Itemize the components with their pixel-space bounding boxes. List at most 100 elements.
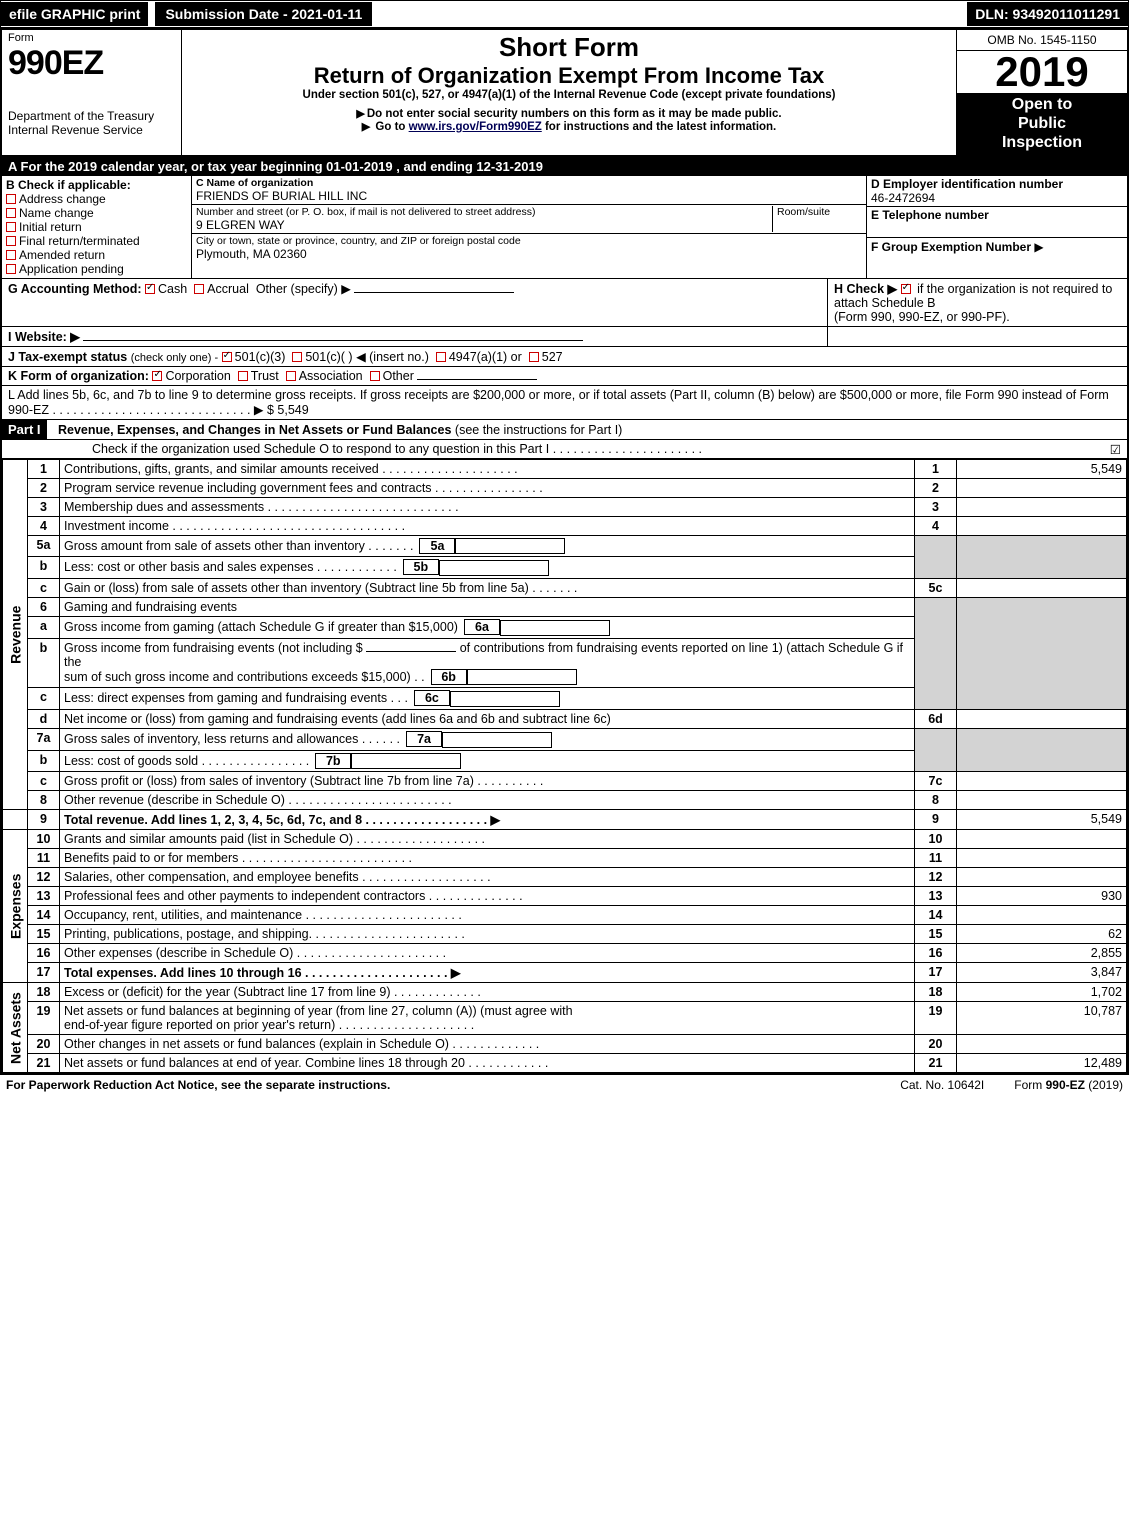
form-header: Form 990EZ Department of the Treasury In… <box>2 30 1127 157</box>
checkbox-association[interactable] <box>286 371 296 381</box>
submission-date-button[interactable]: Submission Date - 2021-01-11 <box>154 1 373 27</box>
line-desc: Printing, publications, postage, and shi… <box>60 925 915 944</box>
line-desc: Net assets or fund balances at beginning… <box>60 1002 915 1035</box>
opt-trust: Trust <box>251 369 279 383</box>
efile-print-button[interactable]: efile GRAPHIC print <box>1 2 148 26</box>
line-desc: Contributions, gifts, grants, and simila… <box>60 459 915 478</box>
part-i-title: Revenue, Expenses, and Changes in Net As… <box>50 423 451 437</box>
arrow-icon <box>362 121 372 133</box>
open-line1: Open to <box>961 95 1123 114</box>
opt-final-return: Final return/terminated <box>19 234 140 248</box>
form-word: Form <box>8 32 175 44</box>
line-box: 9 <box>915 810 957 830</box>
checkbox-name-change[interactable] <box>6 208 16 218</box>
street-value: 9 ELGREN WAY <box>196 218 772 232</box>
checkbox-amended[interactable] <box>6 250 16 260</box>
inner-value <box>439 560 549 576</box>
part-i-badge: Part I <box>2 420 47 439</box>
c-name-label: C Name of organization <box>196 177 862 189</box>
no-ssn-text: Do not enter social security numbers on … <box>367 108 782 120</box>
sidebar-net-assets: Net Assets <box>3 983 28 1073</box>
ein-value: 46-2472694 <box>871 191 1123 205</box>
line-value: 2,855 <box>957 944 1127 963</box>
line-num: 4 <box>28 516 60 535</box>
checkbox-application-pending[interactable] <box>6 264 16 274</box>
row-gh: G Accounting Method: Cash Accrual Other … <box>2 279 1127 327</box>
opt-other: Other <box>383 369 414 383</box>
line-box: 1 <box>915 459 957 478</box>
irs-link[interactable]: www.irs.gov/Form990EZ <box>409 121 542 133</box>
city-value: Plymouth, MA 02360 <box>196 247 862 261</box>
open-to-public-box: Open to Public Inspection <box>957 93 1127 155</box>
opt-amended: Amended return <box>19 248 105 262</box>
line-num: d <box>28 710 60 729</box>
checkbox-corporation[interactable] <box>152 371 162 381</box>
schedule-o-checkbox[interactable]: ☑ <box>1110 442 1121 457</box>
checkbox-accrual[interactable] <box>194 284 204 294</box>
inner-value <box>467 669 577 685</box>
paperwork-notice: For Paperwork Reduction Act Notice, see … <box>6 1078 390 1092</box>
line-desc: Total revenue. Add lines 1, 2, 3, 4, 5c,… <box>60 810 915 830</box>
row-i: I Website: ▶ <box>2 327 1127 347</box>
line-num: 18 <box>28 983 60 1002</box>
line-num: 7a <box>28 729 60 751</box>
line-num: c <box>28 688 60 710</box>
ein-label: D Employer identification number <box>871 177 1123 191</box>
return-title: Return of Organization Exempt From Incom… <box>188 63 950 89</box>
line-desc: Excess or (deficit) for the year (Subtra… <box>60 983 915 1002</box>
opt-4947: 4947(a)(1) or <box>449 350 522 364</box>
checkbox-501c3[interactable] <box>222 352 232 362</box>
form-main: Form 990EZ Department of the Treasury In… <box>0 28 1129 1075</box>
line-box: 15 <box>915 925 957 944</box>
part-i-check-row: Check if the organization used Schedule … <box>2 440 1127 459</box>
line-desc: Gross income from gaming (attach Schedul… <box>60 616 915 638</box>
line-desc: Other expenses (describe in Schedule O) … <box>60 944 915 963</box>
l-text: L Add lines 5b, 6c, and 7b to line 9 to … <box>8 388 1109 417</box>
checkbox-trust[interactable] <box>238 371 248 381</box>
line-box: 18 <box>915 983 957 1002</box>
box-d: D Employer identification number 46-2472… <box>867 176 1127 278</box>
row-l: L Add lines 5b, 6c, and 7b to line 9 to … <box>2 386 1127 420</box>
line-num: 14 <box>28 906 60 925</box>
line-value: 1,702 <box>957 983 1127 1002</box>
inner-box: 6c <box>414 690 450 706</box>
checkbox-501c[interactable] <box>292 352 302 362</box>
dept-irs: Internal Revenue Service <box>8 123 175 137</box>
inner-box: 5a <box>419 538 455 554</box>
line-num: b <box>28 750 60 772</box>
checkbox-address-change[interactable] <box>6 194 16 204</box>
opt-address-change: Address change <box>19 192 106 206</box>
line-num: 6 <box>28 597 60 616</box>
website-input[interactable] <box>83 340 583 341</box>
line-box: 16 <box>915 944 957 963</box>
opt-other-specify: Other (specify) ▶ <box>256 282 351 296</box>
line-value <box>957 516 1127 535</box>
part-i-header: Part I Revenue, Expenses, and Changes in… <box>2 420 1127 440</box>
checkbox-h[interactable] <box>901 284 911 294</box>
checkbox-other[interactable] <box>370 371 380 381</box>
line-num: 1 <box>28 459 60 478</box>
checkbox-cash[interactable] <box>145 284 155 294</box>
line-desc: Other revenue (describe in Schedule O) .… <box>60 791 915 810</box>
opt-accrual: Accrual <box>207 282 249 296</box>
opt-501c3: 501(c)(3) <box>235 350 286 364</box>
line-value <box>957 791 1127 810</box>
line-num: 19 <box>28 1002 60 1035</box>
opt-initial-return: Initial return <box>19 220 82 234</box>
line-desc: Less: cost of goods sold . . . . . . . .… <box>60 750 915 772</box>
line-num: 5a <box>28 535 60 557</box>
line-value <box>957 1035 1127 1054</box>
checkbox-527[interactable] <box>529 352 539 362</box>
line-num: 15 <box>28 925 60 944</box>
checkbox-initial-return[interactable] <box>6 222 16 232</box>
line-box: 20 <box>915 1035 957 1054</box>
line-value <box>957 830 1127 849</box>
checkbox-final-return[interactable] <box>6 236 16 246</box>
insert-no: ◀ (insert no.) <box>356 350 429 364</box>
box-b-title: B Check if applicable: <box>6 178 187 192</box>
checkbox-4947[interactable] <box>436 352 446 362</box>
tax-year: 2019 <box>957 51 1127 93</box>
open-line3: Inspection <box>961 133 1123 152</box>
line-value: 62 <box>957 925 1127 944</box>
line-value <box>957 868 1127 887</box>
